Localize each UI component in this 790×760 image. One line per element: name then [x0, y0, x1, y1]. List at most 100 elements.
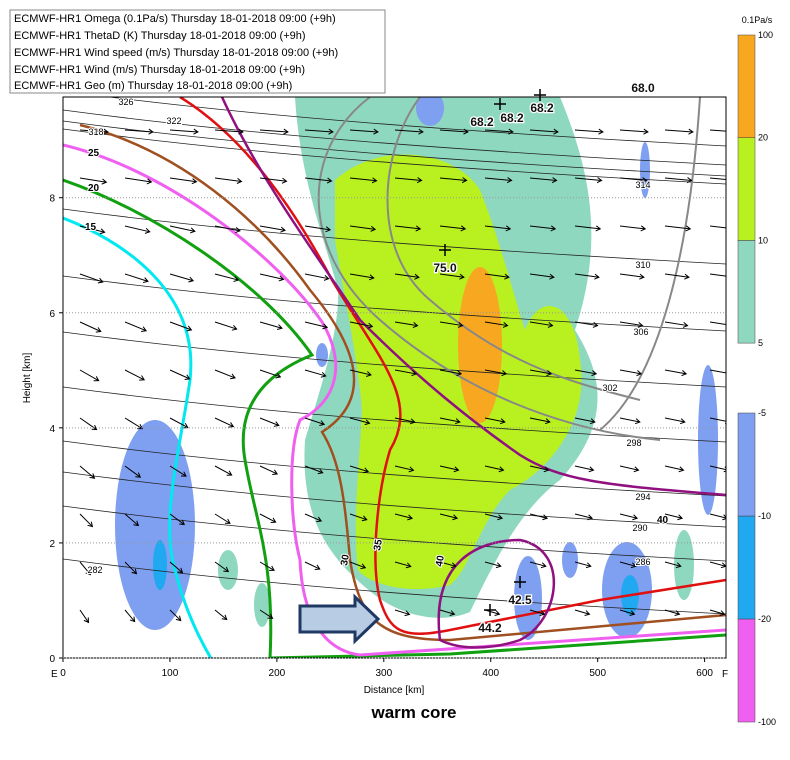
theta-label: 286 — [635, 557, 650, 567]
wind-arrow — [709, 513, 726, 521]
y-tick-label: 2 — [49, 539, 55, 550]
wind-arrow — [349, 417, 371, 426]
wind-arrow — [79, 609, 90, 624]
plot-frame — [62, 96, 727, 659]
wind-arrow — [619, 417, 641, 425]
wind-arrow — [349, 128, 379, 135]
wind-arrow — [574, 513, 594, 521]
wind-arrow — [439, 177, 468, 184]
geo-cross — [494, 98, 506, 110]
speed-contour — [179, 97, 726, 635]
wind-arrow — [304, 417, 326, 426]
gray-contour — [599, 97, 701, 431]
y-tick-label: 0 — [49, 654, 55, 665]
wind-arrow — [439, 609, 456, 617]
caption: warm core — [370, 703, 456, 722]
wind-arrow — [349, 465, 370, 474]
colorbar-segment — [737, 137, 756, 241]
wind-arrow — [619, 465, 640, 473]
wind-arrow — [619, 273, 645, 280]
wind-arrow — [214, 561, 230, 573]
theta-label: 318 — [88, 127, 103, 137]
wind-arrow — [214, 369, 236, 380]
wind-arrow — [169, 128, 199, 135]
theta-line — [63, 558, 726, 615]
wind-arrow — [484, 561, 502, 569]
wind-arrow — [529, 417, 551, 425]
geo-label: 42.5 — [508, 593, 532, 607]
speed-contour — [63, 143, 726, 657]
theta-label: 314 — [635, 180, 650, 190]
x-tick-label: 200 — [269, 668, 286, 679]
wind-arrow — [304, 369, 327, 378]
wind-arrow — [619, 321, 644, 328]
theta-line — [63, 505, 726, 562]
geo-cross — [534, 89, 546, 101]
geo-cross — [484, 604, 496, 616]
wind-arrow — [259, 609, 274, 619]
legend-entry: ECMWF-HR1 Wind speed (m/s) Thursday 18-0… — [14, 47, 338, 59]
omega-lightblue — [698, 365, 718, 515]
wind-arrow — [664, 369, 688, 377]
gray-contour — [386, 97, 641, 401]
wind-arrow — [484, 177, 513, 184]
wind-arrow — [439, 561, 457, 569]
speed-label: 40 — [657, 515, 669, 526]
wind-arrow — [214, 225, 241, 234]
colorbar-label: 5 — [758, 338, 763, 348]
wind-arrow — [484, 273, 510, 280]
theta-label: 322 — [166, 116, 181, 126]
wind-arrow — [214, 465, 233, 476]
wind-arrow — [619, 609, 636, 617]
wind-arrow — [529, 128, 559, 135]
wind-arrow — [394, 225, 422, 232]
wind-arrow — [304, 273, 330, 281]
theta-label: 290 — [632, 523, 647, 533]
wind-arrow — [709, 129, 726, 132]
omega-teal — [674, 530, 694, 600]
y-tick-label: 4 — [49, 424, 55, 435]
geo-label: 68.0 — [631, 81, 655, 95]
omega-orange — [458, 267, 502, 423]
wind-arrow — [304, 225, 332, 233]
wind-arrow — [304, 513, 323, 523]
wind-arrow — [259, 177, 288, 184]
wind-arrow — [529, 321, 554, 328]
wind-arrow — [169, 321, 193, 332]
wind-arrow — [484, 417, 506, 425]
wind-arrow — [439, 513, 459, 521]
wind-arrow — [394, 273, 420, 280]
wind-arrow — [574, 609, 591, 617]
wind-arrow — [709, 609, 726, 617]
wind-arrow — [259, 465, 279, 475]
wind-arrow — [259, 321, 283, 331]
omega-teal — [254, 583, 270, 627]
contours — [63, 97, 726, 658]
theta-label: 302 — [602, 383, 617, 393]
wind-arrow — [529, 225, 557, 232]
wind-arrow — [124, 128, 154, 135]
wind-arrow — [619, 225, 647, 232]
wind-arrow — [394, 609, 411, 617]
wind-arrow — [484, 513, 504, 521]
wind-arrow — [439, 128, 469, 135]
wind-arrow — [214, 273, 240, 282]
wind-arrow — [124, 513, 140, 527]
wind-arrow — [169, 177, 198, 185]
theta-line — [63, 208, 726, 265]
wind-arrow — [259, 225, 286, 233]
x-tick-label: 100 — [162, 668, 179, 679]
wind-arrow — [304, 321, 329, 330]
x-end-label: E — [51, 669, 58, 680]
geo-label: 44.2 — [478, 621, 502, 635]
wind-arrow — [709, 369, 726, 374]
x-tick-label: 500 — [589, 668, 606, 679]
wind-arrow — [664, 177, 693, 184]
wind-arrow — [304, 128, 334, 135]
colorbar-label: -10 — [758, 511, 771, 521]
wind-arrow — [574, 273, 600, 280]
wind-arrow — [394, 465, 415, 473]
geo-label: 75.0 — [433, 261, 457, 275]
colorbar-label: 20 — [758, 133, 768, 143]
